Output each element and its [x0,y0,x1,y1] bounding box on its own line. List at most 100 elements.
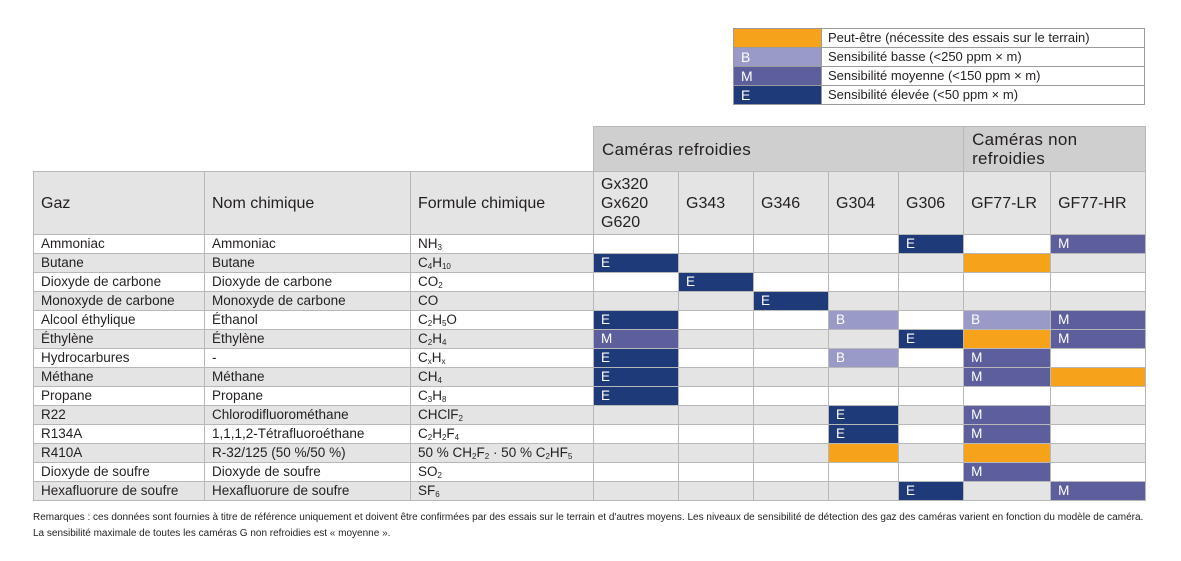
sensitivity-cell-g346 [753,481,830,501]
sensitivity-cell-gf77-hr [1050,253,1147,273]
formula-cell: SF6 [409,481,595,501]
table-row: Butane Butane C4H10 E [33,253,1147,273]
formula-subscript: 10 [441,262,451,271]
sensitivity-cell-g304 [828,253,900,273]
chemical-name-cell: Éthanol [204,310,411,330]
gas-name-cell: Monoxyde de carbone [33,291,205,311]
sensitivity-cell-gf77-lr: M [963,462,1052,482]
sensitivity-cell-gf77-lr [963,234,1052,254]
chemical-name-cell: Propane [204,386,411,406]
sensitivity-cell-gf77-hr [1050,405,1147,425]
sensitivity-cell-gx320-gx620-g620 [593,272,680,292]
formula-subscript: 4 [427,262,433,271]
col-header-chemical-name: Nom chimique [204,171,411,235]
formula-text: SO [418,464,438,479]
sensitivity-cell-g346 [753,424,830,444]
sensitivity-cell-g306 [898,367,965,387]
sensitivity-cell-g304 [828,481,900,501]
gas-name-cell: Hydrocarbures [33,348,205,368]
legend-row: B Sensibilité basse (<250 ppm × m) [733,47,1145,67]
sensitivity-cell-gx320-gx620-g620 [593,291,680,311]
chemical-name-cell: - [204,348,411,368]
formula-text: C [418,255,428,270]
sensitivity-cell-gf77-lr [963,443,1052,463]
sensitivity-cell-g304: B [828,348,900,368]
sensitivity-cell-g346: E [753,291,830,311]
sensitivity-cell-g306: E [898,481,965,501]
gas-name-cell: Dioxyde de soufre [33,462,205,482]
formula-subscript: 2 [458,414,463,423]
sensitivity-legend: Peut-être (nécessite des essais sur le t… [733,28,1145,105]
sensitivity-cell-g304: B [828,310,900,330]
table-row: Hydrocarbures - CxHx E B M [33,348,1147,368]
legend-swatch-low: B [733,47,822,67]
remark-line: Remarques : ces données sont fournies à … [33,512,1144,523]
sensitivity-cell-gf77-lr [963,329,1052,349]
chemical-name-cell: Butane [204,253,411,273]
sensitivity-cell-g306 [898,443,965,463]
sensitivity-cell-g306 [898,424,965,444]
sensitivity-cell-gx320-gx620-g620: E [593,253,680,273]
sensitivity-cell-g304 [828,329,900,349]
table-row: R134A 1,1,1,2-Tétrafluoroéthane C2H2F4 E M [33,424,1147,444]
sensitivity-cell-g343 [678,253,755,273]
sensitivity-cell-gf77-lr [963,481,1052,501]
sensitivity-cell-g306: E [898,329,965,349]
sensitivity-cell-g346 [753,348,830,368]
sensitivity-cell-gx320-gx620-g620: E [593,386,680,406]
sensitivity-cell-g304 [828,386,900,406]
formula-text: H [432,331,442,346]
sensitivity-cell-g304 [828,462,900,482]
sensitivity-cell-g304: E [828,424,900,444]
table-row: R410A R-32/125 (50 %/50 %) 50 % CH2F2 · 50… [33,443,1147,463]
formula-subscript: 6 [435,490,440,499]
sensitivity-cell-gf77-lr: M [963,424,1052,444]
table-row: Hexafluorure de soufre Hexafluorure de so… [33,481,1147,501]
legend-label: Peut-être (nécessite des essais sur le t… [821,28,1145,48]
table-row: Monoxyde de carbone Monoxyde de carbone CO… [33,291,1147,311]
formula-text: CO [418,274,439,289]
sensitivity-cell-g304: E [828,405,900,425]
formula-text: HF [549,445,568,460]
legend-swatch-maybe [733,28,822,48]
sensitivity-cell-gf77-lr: M [963,405,1052,425]
sensitivity-cell-gx320-gx620-g620: E [593,310,680,330]
sensitivity-cell-gf77-hr [1050,424,1147,444]
formula-cell: NH3 [409,234,595,254]
formula-text: H [432,312,442,327]
gas-name-cell: Butane [33,253,205,273]
formula-subscript: x [427,357,432,366]
legend-row: Peut-être (nécessite des essais sur le t… [733,28,1145,48]
sensitivity-cell-g346 [753,329,830,349]
gas-name-cell: R134A [33,424,205,444]
formula-cell: CH4 [409,367,595,387]
sensitivity-cell-g343 [678,443,755,463]
chemical-name-cell: R-32/125 (50 %/50 %) [204,443,411,463]
sensitivity-cell-gf77-lr: B [963,310,1052,330]
col-header-gf77-lr: GF77-LR [963,171,1052,235]
sensitivity-cell-gf77-hr [1050,348,1147,368]
legend-swatch-high: E [733,85,822,105]
legend-label: Sensibilité moyenne (<150 ppm × m) [821,66,1145,86]
formula-text: CH [418,369,438,384]
col-header-gas: Gaz [33,171,205,235]
sensitivity-cell-g304 [828,443,900,463]
sensitivity-cell-g346 [753,272,830,292]
sensitivity-cell-gf77-hr: M [1050,310,1147,330]
gas-name-cell: Ammoniac [33,234,205,254]
formula-cell: CHClF2 [409,405,595,425]
sensitivity-cell-g343 [678,291,755,311]
formula-subscript: 4 [437,376,442,385]
table-row: Propane Propane C3H8 E [33,386,1147,406]
gas-name-cell: Propane [33,386,205,406]
sensitivity-cell-gx320-gx620-g620: E [593,367,680,387]
formula-cell: 50 % CH2F2 · 50 % C2HF5 [409,443,595,463]
sensitivity-cell-g346 [753,234,830,254]
sensitivity-cell-g306 [898,405,965,425]
col-header-g343: G343 [678,171,755,235]
formula-cell: C3H8 [409,386,595,406]
sensitivity-cell-gf77-hr: M [1050,329,1147,349]
sensitivity-cell-g306 [898,272,965,292]
formula-cell: C2H5O [409,310,595,330]
formula-subscript: 8 [441,395,447,404]
